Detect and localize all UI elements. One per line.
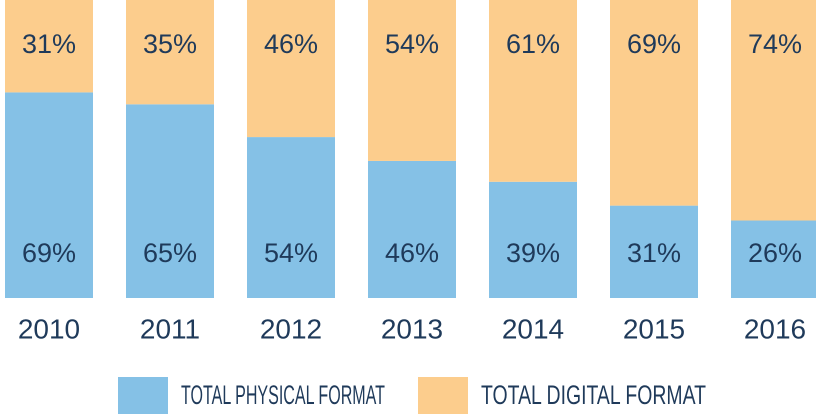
value-label: 46% xyxy=(264,29,318,59)
value-label: 31% xyxy=(627,238,681,268)
bar-segment xyxy=(731,220,816,298)
bar-segment xyxy=(5,92,93,298)
x-tick-label: 2013 xyxy=(381,313,443,344)
x-tick-label: 2015 xyxy=(623,313,685,344)
value-label: 46% xyxy=(385,238,439,268)
value-label: 39% xyxy=(506,238,560,268)
x-tick-label: 2011 xyxy=(140,313,200,344)
bar-segment xyxy=(489,181,577,298)
bar-segment xyxy=(610,0,698,206)
value-label: 35% xyxy=(143,29,197,59)
legend-swatch xyxy=(118,377,168,414)
bar-segment xyxy=(368,0,456,161)
value-label: 65% xyxy=(143,238,197,268)
bar-segment xyxy=(731,0,816,221)
bar-segment xyxy=(489,0,577,182)
value-label: 61% xyxy=(506,29,560,59)
bar-segment xyxy=(126,104,214,298)
value-label: 26% xyxy=(748,238,802,268)
bar-segment xyxy=(5,0,93,93)
bar-segment xyxy=(126,0,214,105)
x-tick-label: 2016 xyxy=(744,313,806,344)
value-label: 69% xyxy=(22,238,76,268)
legend-label: TOTAL PHYSICAL FORMAT xyxy=(181,380,385,410)
value-label: 74% xyxy=(748,29,802,59)
x-tick-label: 2012 xyxy=(260,313,322,344)
bar-segment xyxy=(610,205,698,298)
bar-segment xyxy=(368,160,456,298)
x-tick-label: 2010 xyxy=(18,313,80,344)
value-label: 54% xyxy=(385,29,439,59)
value-label: 54% xyxy=(264,238,318,268)
legend-swatch xyxy=(418,377,468,414)
value-label: 31% xyxy=(22,29,76,59)
value-label: 69% xyxy=(627,29,681,59)
x-tick-label: 2014 xyxy=(502,313,564,344)
legend-label: TOTAL DIGITAL FORMAT xyxy=(481,380,706,410)
bar-segment xyxy=(247,137,335,298)
bar-segment xyxy=(247,0,335,138)
